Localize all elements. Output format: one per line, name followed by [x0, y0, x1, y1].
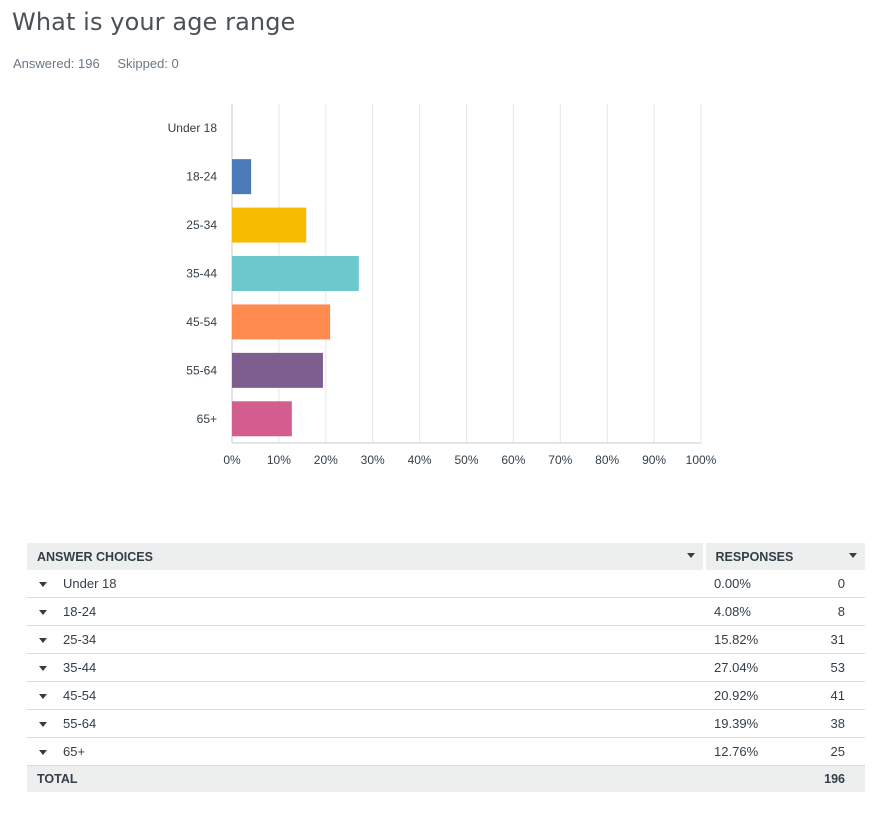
expand-arrow-icon[interactable] [39, 722, 47, 728]
answer-choice-cell: 65+ [27, 737, 705, 766]
category-label: 35-44 [186, 267, 217, 281]
table-row: 55-64 19.39% 38 [27, 709, 865, 738]
answer-choice-label: 18-24 [63, 604, 97, 619]
answer-choice-label: Under 18 [63, 576, 117, 591]
answer-choice-label: 25-34 [63, 632, 97, 647]
answer-choice-label: 65+ [63, 744, 86, 759]
answered-count: Answered: 196 [13, 56, 100, 71]
response-count: 0 [793, 570, 865, 598]
response-percent: 0.00% [704, 570, 794, 598]
bar [232, 352, 323, 388]
x-tick-label: 0% [223, 453, 241, 467]
response-count: 53 [793, 653, 865, 682]
responses-header[interactable]: RESPONSES [704, 543, 865, 570]
bar [232, 207, 307, 243]
response-percent: 12.76% [704, 737, 794, 766]
sort-arrow-icon[interactable] [686, 553, 695, 558]
expand-arrow-icon[interactable] [39, 666, 47, 672]
answer-choice-cell: 45-54 [27, 681, 705, 710]
table-row: Under 18 0.00% 0 [27, 570, 865, 598]
expand-arrow-icon[interactable] [39, 638, 47, 644]
x-tick-label: 60% [501, 453, 525, 467]
category-label: 18-24 [186, 170, 217, 184]
x-tick-label: 20% [314, 453, 338, 467]
answer-choice-label: 55-64 [63, 716, 97, 731]
table-row: 35-44 27.04% 53 [27, 653, 865, 682]
x-tick-label: 80% [595, 453, 619, 467]
response-count: 31 [793, 625, 865, 654]
category-label: Under 18 [168, 121, 218, 135]
table-header-row: ANSWER CHOICES RESPONSES [27, 543, 865, 570]
bar-chart: 0% 10% 20% 30% 40% 50% 60% 70% 80% 90% 100% Under 1… [168, 104, 717, 467]
answer-choices-header[interactable]: ANSWER CHOICES [27, 543, 706, 570]
bar [232, 304, 331, 340]
total-count: 196 [793, 765, 865, 792]
expand-arrow-icon[interactable] [39, 694, 47, 700]
category-label: 55-64 [186, 363, 217, 377]
answer-choice-cell: 25-34 [27, 625, 705, 654]
response-percent: 19.39% [704, 709, 794, 738]
category-label: 45-54 [186, 315, 217, 329]
answer-choice-cell: 35-44 [27, 653, 705, 682]
page-title: What is your age range [12, 8, 296, 36]
response-percent: 20.92% [704, 681, 794, 710]
response-count: 41 [793, 681, 865, 710]
bar [232, 256, 359, 291]
responses-table: ANSWER CHOICES RESPONSES Under 18 0.00% 0 1… [27, 543, 865, 792]
expand-arrow-icon[interactable] [39, 610, 47, 616]
x-tick-label: 100% [686, 453, 717, 467]
bar [232, 401, 292, 437]
x-tick-label: 30% [361, 453, 385, 467]
x-tick-label: 40% [408, 453, 432, 467]
response-percent: 4.08% [704, 597, 794, 626]
answer-choice-label: 45-54 [63, 688, 97, 703]
response-count: 25 [793, 737, 865, 766]
x-tick-label: 90% [642, 453, 666, 467]
answer-choice-cell: 55-64 [27, 709, 705, 738]
sort-arrow-icon[interactable] [849, 553, 857, 558]
category-label: 65+ [197, 412, 217, 426]
total-label: TOTAL [27, 765, 794, 792]
table-row: 45-54 20.92% 41 [27, 681, 865, 710]
response-summary: Answered: 196 Skipped: 0 [13, 56, 193, 71]
skipped-count: Skipped: 0 [117, 56, 179, 71]
x-tick-label: 50% [454, 453, 478, 467]
total-row: TOTAL 196 [27, 765, 865, 792]
bar [232, 159, 252, 195]
response-percent: 27.04% [704, 653, 794, 682]
response-count: 38 [793, 709, 865, 738]
table-row: 25-34 15.82% 31 [27, 625, 865, 654]
expand-arrow-icon[interactable] [39, 582, 47, 588]
expand-arrow-icon[interactable] [39, 750, 47, 756]
category-label: 25-34 [186, 218, 217, 232]
table-row: 18-24 4.08% 8 [27, 597, 865, 626]
table-row: 65+ 12.76% 25 [27, 737, 865, 766]
answer-choice-cell: Under 18 [27, 570, 705, 598]
response-percent: 15.82% [704, 625, 794, 654]
x-tick-label: 10% [267, 453, 291, 467]
x-tick-label: 70% [548, 453, 572, 467]
response-count: 8 [793, 597, 865, 626]
answer-choice-label: 35-44 [63, 660, 97, 675]
answer-choice-cell: 18-24 [27, 597, 705, 626]
